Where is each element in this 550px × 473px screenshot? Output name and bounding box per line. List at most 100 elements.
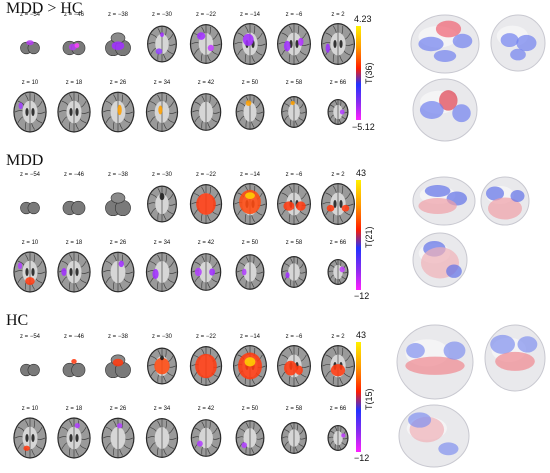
slice-z-label: z = −38: [107, 334, 128, 340]
brain-slice: [101, 417, 135, 459]
colorbar-max: 43: [356, 168, 367, 178]
panel-title: MDD > HC: [6, 0, 83, 17]
brain-slice: [145, 418, 179, 458]
slice-z-label: z = 34: [153, 240, 171, 246]
brain-slice: [147, 25, 177, 63]
panel-title: MDD: [6, 152, 44, 169]
slice-z-label: z = −6: [285, 172, 303, 178]
colorbar: [356, 26, 361, 120]
brain-slice: [327, 424, 349, 452]
brain-slice: [101, 91, 135, 133]
brain-slice: [281, 256, 307, 288]
slice-z-label: z = 2: [331, 172, 345, 178]
brain-slice: [13, 251, 47, 293]
slice-z-label: z = 42: [197, 80, 215, 86]
brain-slice: [105, 354, 131, 379]
slice-z-label: z = −54: [19, 12, 40, 18]
slice-z-label: z = 50: [241, 406, 259, 412]
brain-slice: [190, 419, 222, 457]
brain-slice: [20, 363, 40, 377]
brain-render-lateral: [412, 176, 476, 226]
brain-render-superior: [398, 404, 470, 468]
brain-render-superior: [412, 78, 478, 142]
brain-slice: [62, 359, 86, 378]
brain-slice: [233, 345, 267, 387]
panel-mdd: MDD 43 −12 T(21) z = −54 z = −46 z = −38 z …: [0, 152, 550, 302]
slice-z-label: z = 58: [285, 240, 303, 246]
panel-hc: HC 43 −12 T(15) z = −54 z = −46 z = −38 z =…: [0, 312, 550, 472]
slice-z-label: z = 26: [109, 240, 127, 246]
colorbar-min: −12: [354, 291, 370, 301]
colorbar-max: 4.23: [354, 14, 372, 24]
slice-z-label: z = 34: [153, 406, 171, 412]
brain-slice: [321, 345, 355, 387]
colorbar-label: T(15): [364, 388, 374, 410]
brain-slice: [190, 93, 222, 131]
slice-z-label: z = 50: [241, 240, 259, 246]
brain-slice: [105, 32, 131, 57]
brain-slice: [327, 258, 349, 286]
slice-z-label: z = 18: [65, 240, 83, 246]
slice-z-label: z = −14: [239, 334, 260, 340]
colorbar-min: −12: [354, 453, 370, 463]
slice-z-label: z = 42: [197, 240, 215, 246]
brain-render-lateral: [410, 14, 480, 74]
slice-z-label: z = −6: [285, 334, 303, 340]
brain-slice: [327, 98, 349, 126]
slice-z-label: z = 18: [65, 80, 83, 86]
slice-z-label: z = 50: [241, 80, 259, 86]
slice-z-label: z = 58: [285, 80, 303, 86]
slice-z-label: z = 66: [329, 240, 347, 246]
brain-slice: [190, 253, 222, 291]
brain-slice: [281, 422, 307, 454]
colorbar-max: 43: [356, 330, 367, 340]
brain-slice: [13, 417, 47, 459]
slice-z-label: z = −46: [63, 334, 84, 340]
colorbar: [356, 180, 361, 290]
brain-slice: [57, 251, 91, 293]
brain-slice: [235, 254, 265, 290]
slice-z-label: z = −14: [239, 172, 260, 178]
brain-slice: [189, 184, 223, 224]
brain-slice: [145, 92, 179, 132]
brain-slice: [281, 96, 307, 128]
brain-slice: [57, 91, 91, 133]
slice-z-label: z = −22: [195, 172, 216, 178]
brain-slice: [145, 252, 179, 292]
brain-slice: [277, 345, 311, 387]
slice-z-label: z = 34: [153, 80, 171, 86]
brain-slice: [277, 23, 311, 65]
brain-slice: [57, 417, 91, 459]
brain-render-lateral: [396, 324, 474, 400]
slice-z-label: z = −22: [195, 334, 216, 340]
brain-render-posterior: [490, 14, 546, 72]
slice-z-label: z = 58: [285, 406, 303, 412]
brain-slice: [20, 40, 40, 55]
slice-z-label: z = −30: [151, 12, 172, 18]
brain-slice: [277, 183, 311, 225]
slice-z-label: z = 26: [109, 406, 127, 412]
brain-slice: [20, 201, 40, 215]
slice-z-label: z = 42: [197, 406, 215, 412]
slice-z-label: z = 18: [65, 406, 83, 412]
brain-slice: [101, 251, 135, 293]
slice-z-label: z = 26: [109, 80, 127, 86]
slice-z-label: z = −46: [63, 12, 84, 18]
colorbar-label: T(36): [364, 62, 374, 84]
brain-slice: [147, 185, 177, 223]
brain-slice: [13, 91, 47, 133]
colorbar-label: T(21): [364, 226, 374, 248]
slice-z-label: z = −46: [63, 172, 84, 178]
colorbar-min: −5.12: [352, 122, 375, 132]
slice-z-label: z = 66: [329, 80, 347, 86]
panel-mdd-vs-hc: MDD > HC 4.23 −5.12 T(36) z = −54 z = −46…: [0, 0, 550, 150]
slice-z-label: z = 10: [21, 80, 39, 86]
brain-slice: [62, 200, 86, 216]
brain-render-posterior: [480, 176, 530, 226]
panel-title: HC: [6, 312, 29, 329]
brain-slice: [235, 420, 265, 456]
brain-render-posterior: [484, 324, 546, 392]
slice-z-label: z = −22: [195, 12, 216, 18]
brain-slice: [321, 183, 355, 225]
brain-slice: [147, 347, 177, 385]
